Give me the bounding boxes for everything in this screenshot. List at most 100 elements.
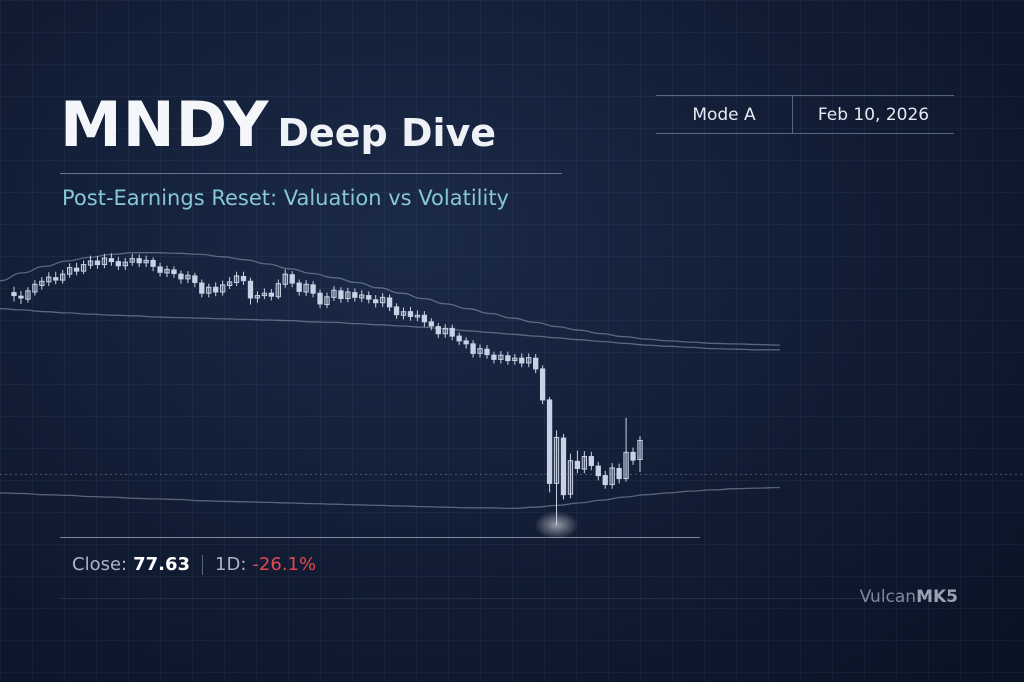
candle-body bbox=[261, 292, 268, 297]
candle-body bbox=[345, 291, 351, 300]
candle-body bbox=[560, 437, 567, 496]
candle-body bbox=[623, 451, 629, 480]
candle bbox=[303, 280, 309, 297]
candle bbox=[94, 256, 101, 269]
candle-body bbox=[32, 283, 38, 293]
candle bbox=[129, 253, 135, 266]
candle-body bbox=[539, 368, 546, 401]
candle bbox=[512, 354, 518, 365]
brand-logo: VulcanMK5 bbox=[860, 587, 958, 607]
candle-body bbox=[456, 335, 462, 342]
candle-body bbox=[220, 284, 226, 293]
candle-body bbox=[602, 475, 608, 486]
close-label: Close: bbox=[72, 554, 128, 575]
candle bbox=[539, 365, 546, 405]
candle-body bbox=[233, 275, 240, 283]
candle-body bbox=[310, 284, 316, 294]
candle-body bbox=[171, 269, 177, 275]
candle-body bbox=[477, 348, 483, 354]
candle-body bbox=[115, 261, 121, 267]
candle-body bbox=[498, 354, 504, 360]
spike-glow bbox=[534, 511, 579, 540]
candle-body bbox=[463, 340, 469, 345]
moving-average-line-3 bbox=[0, 486, 781, 510]
candle bbox=[407, 306, 414, 321]
date-label: Feb 10, 2026 bbox=[817, 104, 930, 125]
candle-body bbox=[393, 306, 400, 316]
candle-body bbox=[421, 314, 428, 323]
candle-body bbox=[505, 355, 511, 362]
candle-body bbox=[213, 286, 219, 293]
candle bbox=[108, 253, 115, 266]
candle-body bbox=[296, 282, 302, 292]
candle-body bbox=[553, 436, 560, 484]
candle-body bbox=[616, 467, 622, 480]
candle-body bbox=[192, 275, 198, 283]
candle-body bbox=[449, 327, 455, 337]
price-chart bbox=[0, 252, 1024, 540]
stats-divider bbox=[202, 554, 204, 575]
candle bbox=[101, 253, 108, 269]
candle bbox=[359, 290, 365, 303]
candle-body bbox=[94, 260, 101, 266]
candle-body bbox=[359, 294, 365, 299]
candle bbox=[11, 286, 17, 302]
candle-body bbox=[609, 467, 615, 486]
candle bbox=[282, 269, 288, 288]
candle bbox=[178, 270, 184, 284]
candle bbox=[421, 311, 428, 327]
candle bbox=[623, 417, 629, 482]
brand-name-part1: Vulcan bbox=[859, 587, 917, 607]
candle bbox=[373, 294, 379, 308]
candle bbox=[206, 283, 212, 298]
candle bbox=[73, 262, 80, 276]
candle bbox=[526, 353, 532, 368]
page-title: MNDY Deep Dive bbox=[60, 88, 496, 161]
candle bbox=[581, 451, 588, 474]
candle bbox=[567, 453, 574, 499]
candle-body bbox=[39, 280, 45, 286]
candle bbox=[393, 303, 400, 319]
candle bbox=[560, 433, 567, 500]
candle bbox=[310, 281, 316, 298]
candle-body bbox=[206, 286, 212, 294]
candle-body bbox=[143, 259, 149, 264]
candle bbox=[115, 256, 121, 270]
candle bbox=[345, 287, 351, 303]
candle bbox=[247, 277, 254, 305]
candle bbox=[164, 265, 170, 278]
stats-bar: Close: 77.63 1D: -26.1% bbox=[72, 554, 316, 575]
candle bbox=[157, 262, 163, 277]
candle bbox=[220, 280, 226, 296]
candle-body bbox=[282, 273, 288, 285]
candle-body bbox=[60, 273, 66, 281]
candle-body bbox=[331, 289, 337, 298]
candle-body bbox=[268, 292, 275, 297]
candle bbox=[456, 332, 462, 346]
candle-body bbox=[435, 326, 441, 335]
candle bbox=[143, 255, 149, 267]
candle bbox=[66, 263, 73, 278]
candle-body bbox=[519, 357, 525, 364]
candle-body bbox=[129, 258, 135, 263]
candle-body bbox=[400, 311, 407, 316]
candle bbox=[46, 272, 52, 287]
stats-divider-line bbox=[60, 598, 956, 599]
candle bbox=[254, 291, 261, 303]
candle bbox=[240, 271, 247, 285]
candle-body bbox=[414, 314, 421, 318]
candle-body bbox=[199, 282, 205, 294]
candle bbox=[630, 447, 636, 465]
candle-body bbox=[512, 357, 518, 362]
candle-body bbox=[567, 460, 574, 495]
candle bbox=[317, 289, 323, 309]
candle bbox=[289, 271, 295, 288]
candle-body bbox=[80, 264, 87, 272]
candle bbox=[352, 288, 358, 302]
candle-body bbox=[373, 299, 379, 304]
candle bbox=[414, 310, 421, 322]
candle bbox=[150, 257, 156, 272]
candle-body bbox=[73, 267, 80, 272]
candle bbox=[435, 323, 441, 338]
candle bbox=[533, 354, 539, 374]
